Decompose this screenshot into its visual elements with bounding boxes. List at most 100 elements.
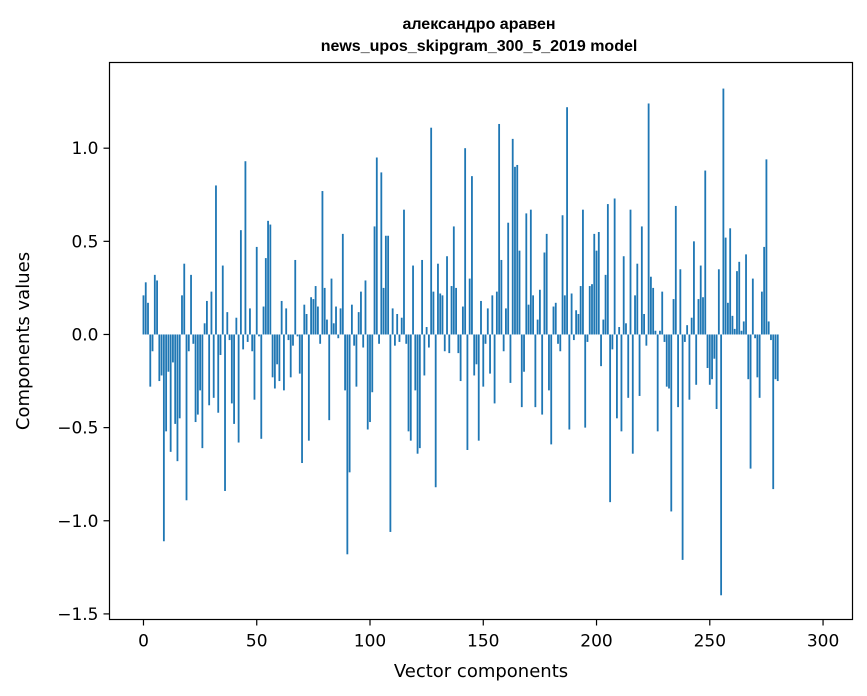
bar: [283, 334, 285, 391]
bar: [210, 291, 213, 335]
bar: [525, 213, 528, 335]
bar: [473, 334, 476, 376]
bar: [715, 334, 718, 409]
bar: [144, 282, 147, 335]
chart-title-line-1: александро аравен: [402, 16, 555, 33]
bars-group: [142, 88, 779, 596]
bar: [738, 261, 741, 335]
bar: [720, 334, 723, 596]
bar: [158, 334, 161, 382]
bar: [380, 172, 383, 335]
bar: [763, 246, 766, 335]
bar: [464, 148, 467, 335]
bar: [199, 334, 202, 391]
bar: [523, 334, 525, 372]
bar: [321, 191, 324, 335]
bar: [751, 278, 754, 335]
bar: [375, 157, 378, 335]
bar: [767, 321, 770, 335]
bar: [378, 334, 380, 344]
bar: [337, 334, 340, 339]
bar: [332, 323, 335, 335]
bar: [196, 334, 199, 415]
bar: [774, 334, 777, 380]
bar: [736, 271, 738, 335]
bar: [165, 334, 168, 432]
bar: [348, 334, 351, 473]
bar: [606, 204, 609, 335]
bar: [674, 205, 677, 335]
bar: [480, 300, 482, 335]
bar: [754, 334, 756, 339]
bar: [502, 334, 505, 352]
bar: [649, 276, 652, 335]
x-tick-label: 50: [246, 632, 268, 652]
bar: [310, 297, 313, 335]
bar: [482, 334, 485, 387]
bar: [742, 321, 745, 335]
x-tick-label: 100: [354, 632, 386, 652]
bar: [527, 304, 530, 335]
bar: [287, 334, 290, 341]
bar: [423, 334, 426, 376]
bar: [296, 334, 299, 337]
bar: [459, 334, 462, 382]
bar: [183, 263, 186, 335]
x-tick-label: 200: [580, 632, 612, 652]
bar: [704, 170, 707, 335]
bar: [622, 256, 625, 335]
bar: [500, 259, 503, 335]
bar: [312, 299, 315, 335]
x-tick-label: 150: [467, 632, 499, 652]
bar: [518, 250, 521, 335]
y-axis-label: Components values: [13, 252, 34, 430]
bar: [280, 300, 283, 335]
bar: [566, 107, 568, 335]
bar: [654, 330, 657, 335]
bar: [609, 334, 612, 503]
bar: [688, 334, 691, 400]
bar: [557, 334, 559, 344]
bar: [670, 334, 673, 512]
bar: [611, 334, 614, 350]
bar: [529, 209, 532, 335]
bar: [636, 263, 639, 335]
bar: [548, 334, 550, 391]
bar: [749, 334, 752, 469]
bar: [278, 334, 281, 382]
bar: [543, 252, 546, 335]
bar: [561, 215, 564, 335]
bar: [226, 312, 229, 335]
bar: [570, 293, 573, 335]
bar: [307, 334, 310, 441]
bar: [604, 274, 607, 335]
bar: [387, 235, 390, 335]
bar: [285, 308, 288, 335]
bar: [613, 198, 616, 335]
bar: [579, 286, 582, 335]
bar: [314, 286, 317, 335]
bar: [475, 334, 478, 365]
bar: [391, 308, 394, 335]
bar: [491, 295, 494, 335]
bar: [328, 334, 331, 421]
bar: [731, 315, 734, 335]
bar: [434, 334, 437, 488]
bar: [588, 286, 591, 335]
bar: [185, 334, 188, 501]
bar: [289, 334, 292, 378]
bar: [335, 306, 337, 335]
bar: [330, 278, 333, 335]
bar: [142, 295, 145, 335]
bar: [396, 313, 399, 335]
bar: [765, 159, 768, 335]
bar: [466, 334, 469, 450]
bar: [174, 334, 177, 424]
bar: [276, 334, 279, 365]
bar: [262, 306, 265, 335]
bar: [600, 334, 602, 367]
bar: [461, 306, 464, 335]
bar: [702, 297, 704, 335]
bar: [545, 233, 548, 335]
